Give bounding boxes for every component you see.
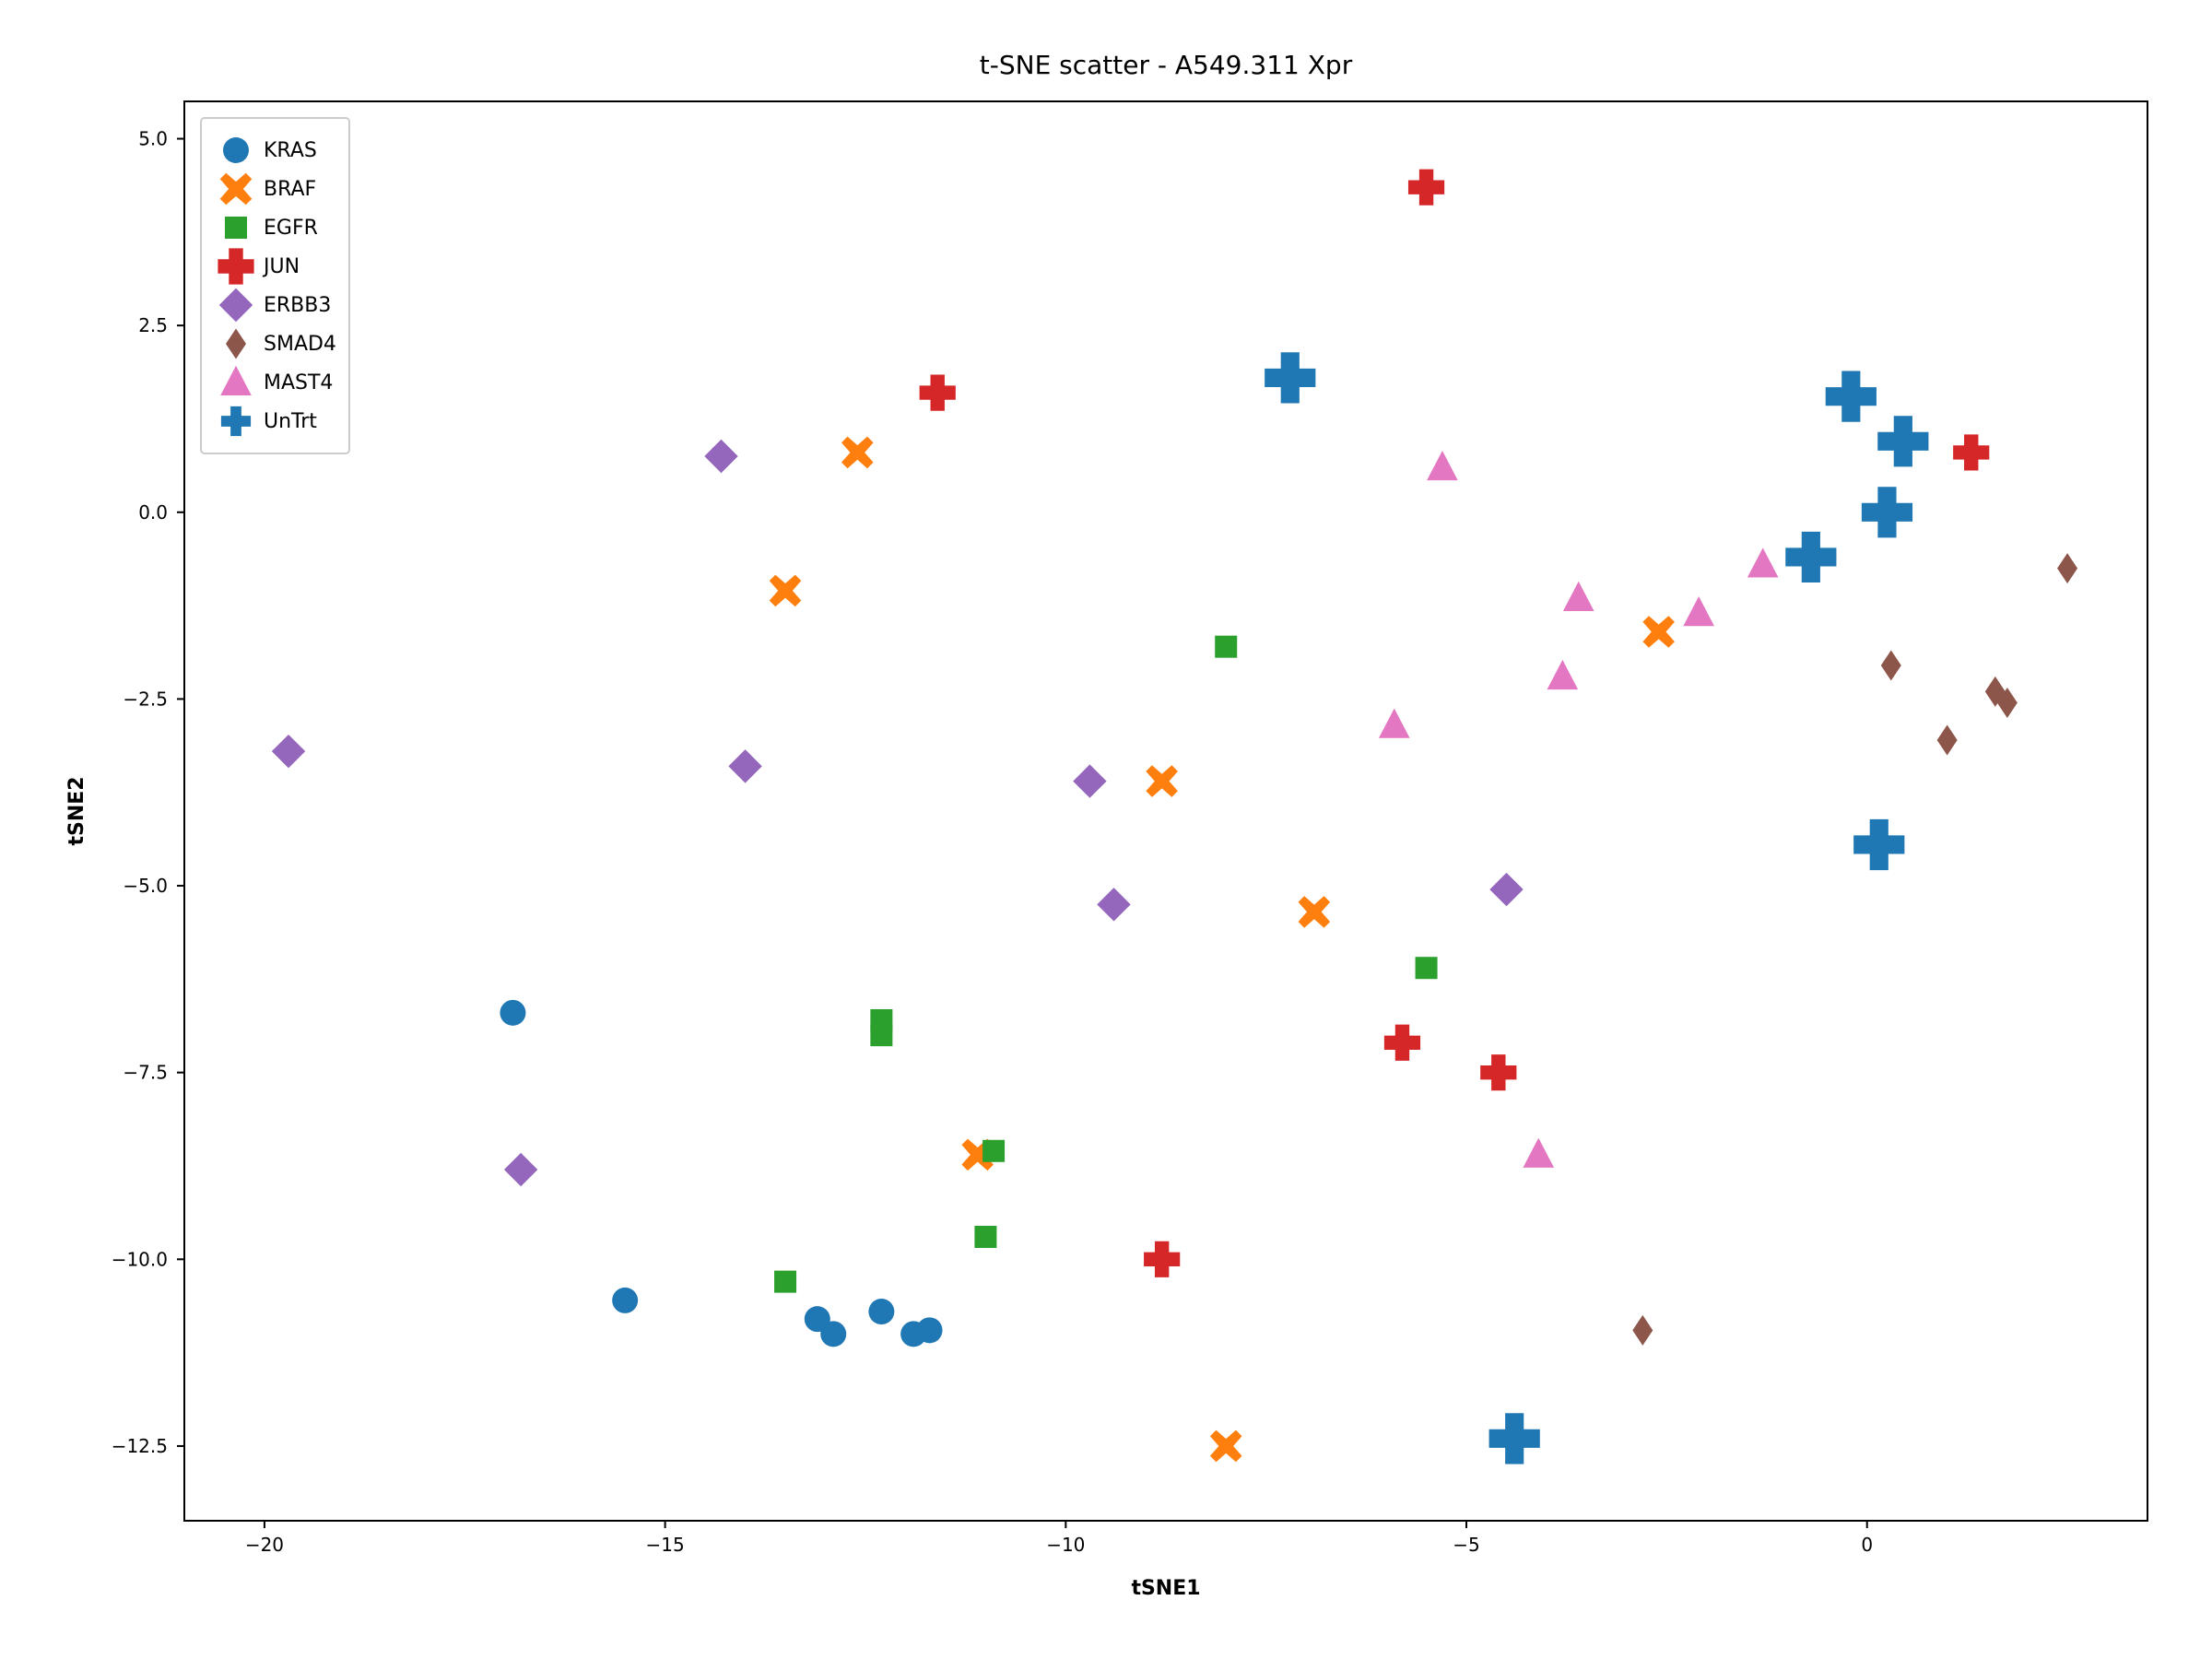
- marker-square: [982, 1140, 1005, 1162]
- y-tick-label: −5.0: [123, 875, 168, 897]
- marker-square: [225, 217, 247, 239]
- y-tick-label: −2.5: [123, 688, 168, 710]
- marker-square: [774, 1271, 796, 1293]
- y-tick-label: −12.5: [112, 1435, 168, 1457]
- x-tick-label: −10: [1046, 1534, 1085, 1556]
- legend-label: EGFR: [264, 217, 318, 240]
- marker-square: [1416, 957, 1438, 979]
- plot-area: [184, 101, 2147, 1521]
- legend-frame: [201, 118, 349, 453]
- marker-square: [870, 1024, 892, 1046]
- marker-circle: [820, 1321, 846, 1347]
- legend: KRAS BRAF EGFR JUN ERBB3 SMAD4 MAST4 UnTrt: [201, 118, 349, 453]
- x-axis-label: tSNE1: [1131, 1577, 1200, 1600]
- marker-circle: [612, 1288, 638, 1313]
- marker-circle: [868, 1299, 894, 1324]
- y-tick-label: 2.5: [138, 314, 168, 336]
- marker-square: [1215, 636, 1237, 658]
- y-tick-label: 0.0: [138, 501, 168, 524]
- scatter-chart: t-SNE scatter - A549.311 Xpr −20 −15 −10 −5 0…: [0, 0, 2212, 1659]
- x-tick-label: −15: [646, 1534, 685, 1556]
- legend-label: JUN: [262, 255, 300, 278]
- chart-container: t-SNE scatter - A549.311 Xpr −20 −15 −10 −5 0…: [0, 0, 2212, 1659]
- marker-circle: [223, 137, 249, 163]
- legend-label: BRAF: [264, 178, 316, 201]
- legend-label: MAST4: [264, 371, 333, 394]
- legend-label: KRAS: [264, 139, 317, 162]
- legend-label: ERBB3: [264, 294, 331, 317]
- y-tick-label: 5.0: [138, 128, 168, 150]
- legend-label: SMAD4: [264, 333, 336, 356]
- y-axis-label: tSNE2: [65, 776, 88, 845]
- marker-circle: [500, 1000, 525, 1026]
- x-tick-label: −5: [1453, 1534, 1479, 1556]
- x-tick-label: 0: [1861, 1534, 1873, 1556]
- x-tick-label: −20: [245, 1534, 284, 1556]
- legend-label: UnTrt: [264, 410, 317, 433]
- marker-square: [974, 1226, 996, 1248]
- y-tick-label: −10.0: [112, 1248, 168, 1270]
- marker-circle: [917, 1317, 943, 1343]
- y-tick-label: −7.5: [123, 1062, 168, 1084]
- chart-title: t-SNE scatter - A549.311 Xpr: [980, 50, 1353, 80]
